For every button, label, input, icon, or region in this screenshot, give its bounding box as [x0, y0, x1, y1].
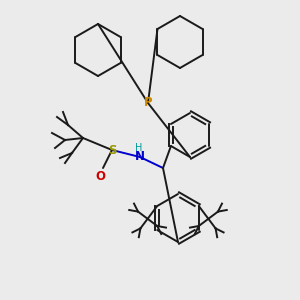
Text: H: H	[135, 143, 143, 153]
Text: O: O	[95, 169, 105, 182]
Text: N: N	[135, 151, 145, 164]
Text: S: S	[108, 143, 116, 157]
Text: P: P	[144, 97, 152, 110]
